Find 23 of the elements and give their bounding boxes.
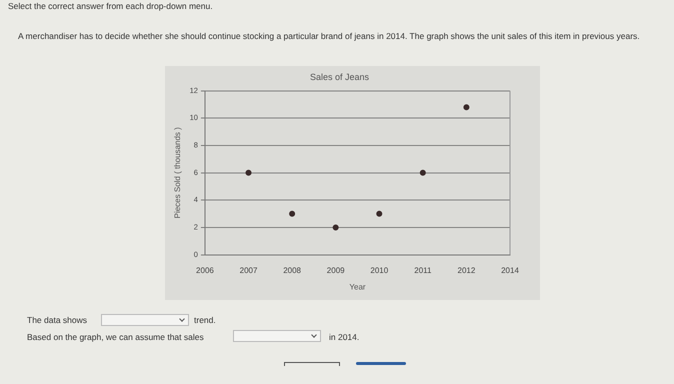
point	[246, 170, 252, 176]
x-tick-label: 2006	[196, 266, 214, 275]
x-axis-title: Year	[349, 282, 366, 292]
y-axis-title: Pieces Sold ( thousands )	[173, 126, 182, 218]
x-tick-label: 2009	[326, 266, 346, 275]
x-tick-label: 2012	[458, 266, 476, 275]
x-tick-label: 2008	[283, 266, 302, 275]
text: A merchandiser has to decide whether she should continue stocking a particular brand of jeans in 2014. The graph shows the unit sales of this item in previous years.	[18, 30, 641, 42]
x-tick-label: 2007	[240, 266, 258, 275]
x-tick-label: 2011	[414, 266, 432, 275]
text: in 2014.	[329, 331, 360, 343]
point	[420, 170, 426, 176]
point	[463, 104, 470, 110]
text: Select the correct answer from each drop-down menu.	[8, 0, 213, 12]
text: trend.	[194, 314, 216, 326]
text: Based on the graph, we can assume that sales	[27, 331, 204, 343]
chart-title: Sales of Jeans	[310, 72, 370, 82]
point	[289, 210, 296, 217]
text: The data shows	[27, 314, 88, 326]
x-tick-label: 2014	[501, 266, 520, 275]
point	[376, 210, 382, 217]
x-tick-label: 2010	[370, 266, 389, 275]
point	[332, 224, 339, 230]
